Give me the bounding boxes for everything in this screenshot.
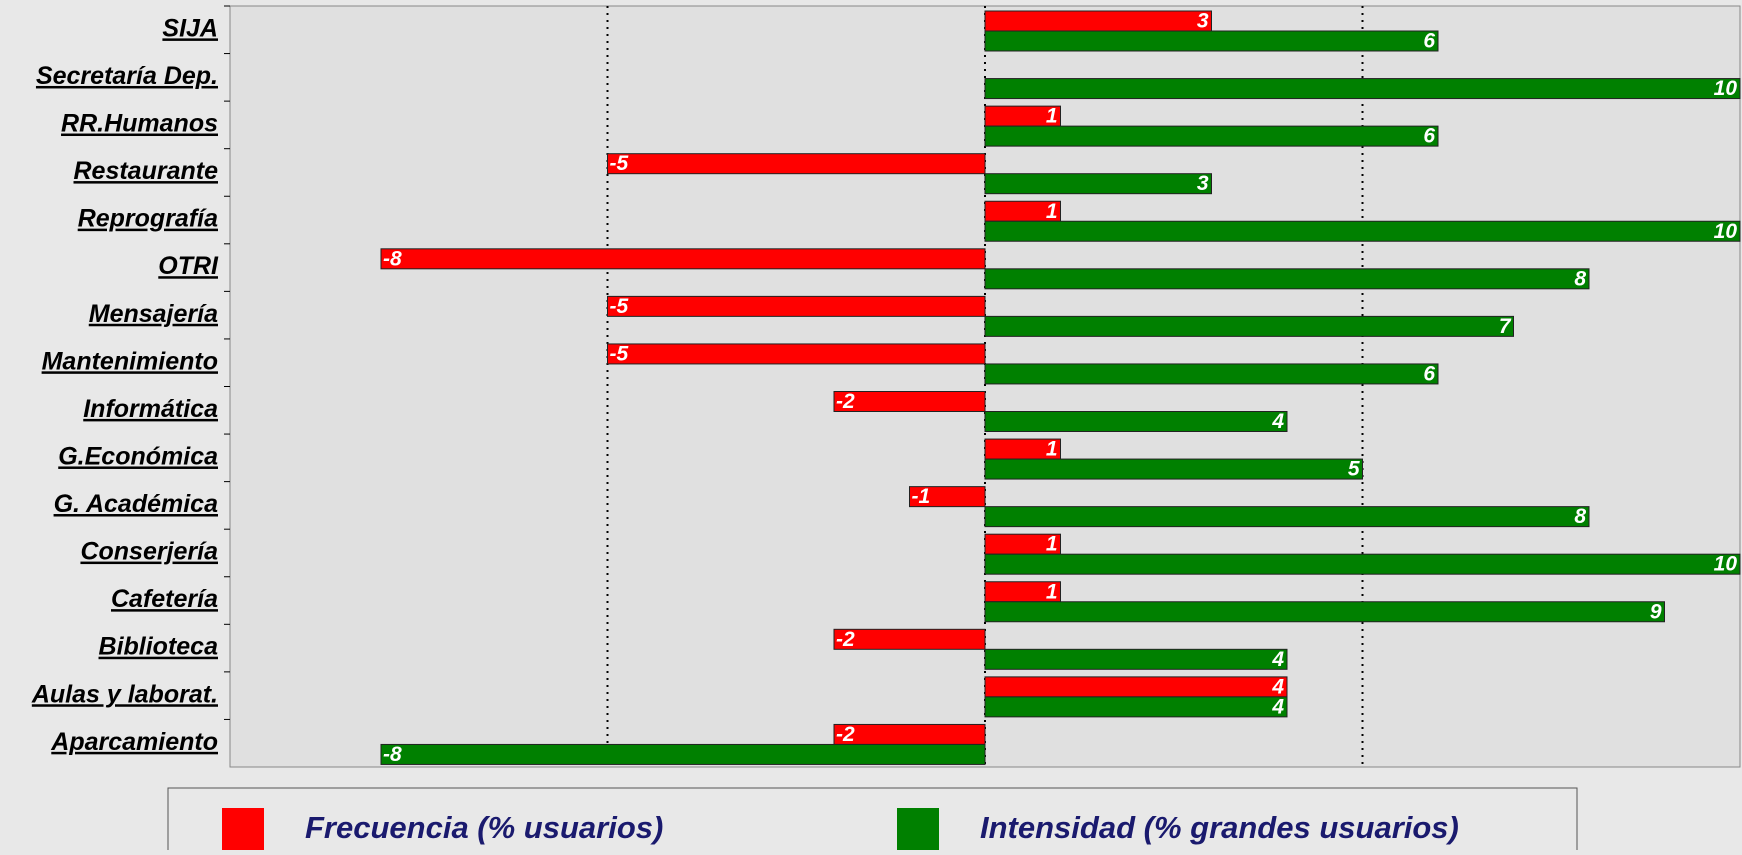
value-label: -5 xyxy=(610,152,629,175)
value-label: -8 xyxy=(383,743,402,766)
bar xyxy=(984,10,1212,32)
category-label: G. Académica xyxy=(54,490,219,518)
category-label: G.Económica xyxy=(58,442,218,470)
category-label: SIJA xyxy=(162,14,218,42)
category-label: Informática xyxy=(83,395,218,423)
legend-swatch xyxy=(222,808,264,850)
value-label: 10 xyxy=(1714,77,1738,100)
category-label: Aparcamiento xyxy=(50,728,218,756)
bar xyxy=(984,601,1665,623)
category-label: Conserjería xyxy=(80,538,218,566)
category-label: Reprografía xyxy=(78,205,218,233)
value-label: 6 xyxy=(1423,30,1435,53)
bar xyxy=(984,506,1590,528)
bar xyxy=(984,676,1288,698)
bar xyxy=(984,125,1439,147)
bar xyxy=(833,391,986,412)
bar xyxy=(984,30,1439,52)
value-label: 3 xyxy=(1197,172,1209,195)
value-label: 1 xyxy=(1046,533,1058,556)
legend-label: Frecuencia (% usuarios) xyxy=(305,810,663,845)
category-label: Mensajería xyxy=(89,300,218,328)
bar xyxy=(984,648,1288,670)
value-label: -2 xyxy=(836,723,855,746)
value-label: -8 xyxy=(383,247,402,270)
value-label: 10 xyxy=(1714,220,1738,243)
bar xyxy=(380,248,986,270)
category-label: Biblioteca xyxy=(99,633,219,661)
value-label: 3 xyxy=(1197,10,1209,33)
bar xyxy=(984,553,1741,575)
value-label: 4 xyxy=(1271,648,1284,671)
value-label: 1 xyxy=(1046,200,1058,223)
category-label: Restaurante xyxy=(74,157,219,185)
category-label: Aulas y laborat. xyxy=(31,680,218,708)
value-label: 4 xyxy=(1271,695,1284,718)
value-label: -2 xyxy=(836,390,855,413)
bar xyxy=(984,173,1212,195)
value-label: 4 xyxy=(1271,675,1284,698)
value-label: 8 xyxy=(1574,505,1586,528)
value-label: 9 xyxy=(1650,600,1662,623)
value-label: -5 xyxy=(610,342,629,365)
value-label: -1 xyxy=(912,485,931,508)
value-label: 6 xyxy=(1423,125,1435,148)
bar xyxy=(984,220,1741,242)
bar xyxy=(607,343,986,365)
bar xyxy=(833,723,986,745)
bar xyxy=(607,295,986,317)
value-label: 6 xyxy=(1423,362,1435,385)
value-label: -5 xyxy=(610,295,629,318)
bar xyxy=(984,363,1439,385)
value-label: 5 xyxy=(1348,458,1360,481)
value-label: 10 xyxy=(1714,553,1738,576)
value-label: 1 xyxy=(1046,438,1058,461)
category-label: Cafetería xyxy=(111,585,218,613)
bar xyxy=(984,78,1741,100)
value-label: 1 xyxy=(1046,105,1058,128)
bar xyxy=(984,268,1590,290)
bar xyxy=(909,486,986,508)
value-label: 7 xyxy=(1499,315,1512,338)
category-label: OTRI xyxy=(158,252,219,280)
bar xyxy=(984,315,1514,337)
value-label: -2 xyxy=(836,628,855,651)
bar xyxy=(984,696,1288,718)
legend-box xyxy=(167,787,1578,855)
bar xyxy=(833,628,986,650)
value-label: 4 xyxy=(1271,410,1284,433)
value-label: 1 xyxy=(1046,580,1058,603)
bar xyxy=(380,743,986,765)
category-label: Mantenimiento xyxy=(42,347,218,375)
value-label: 8 xyxy=(1574,267,1586,290)
bar xyxy=(607,153,986,175)
bar xyxy=(984,458,1363,480)
legend-label: Intensidad (% grandes usuarios) xyxy=(980,810,1459,845)
bar xyxy=(984,411,1288,432)
category-label: RR.Humanos xyxy=(61,110,218,138)
category-label: Secretaría Dep. xyxy=(36,62,218,90)
legend-swatch xyxy=(897,808,939,850)
